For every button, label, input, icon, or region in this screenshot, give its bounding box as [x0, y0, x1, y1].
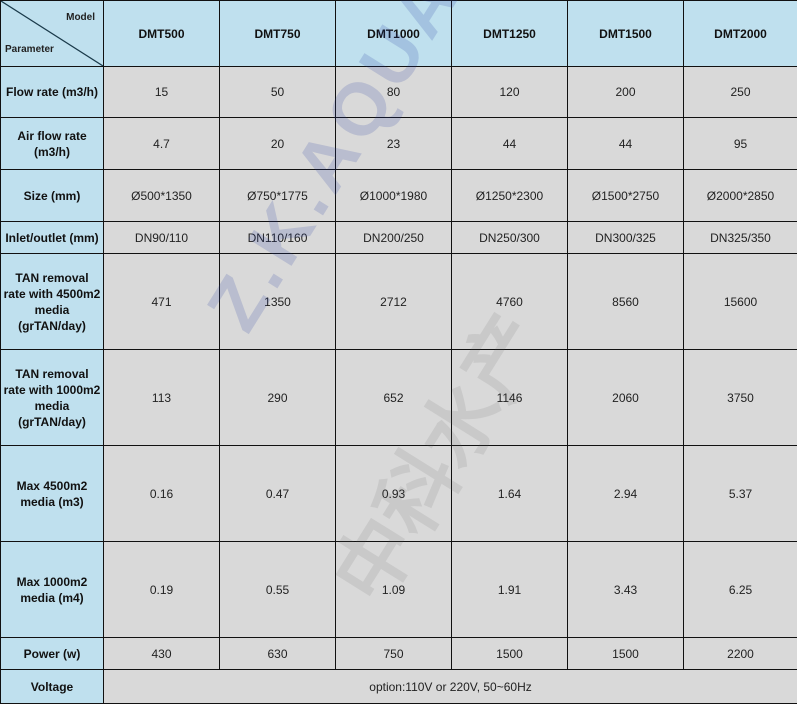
- table-cell: DN90/110: [104, 222, 220, 254]
- table-cell: 290: [220, 350, 336, 446]
- table-cell: 4.7: [104, 118, 220, 170]
- table-cell: 15: [104, 67, 220, 118]
- table-cell: 652: [336, 350, 452, 446]
- parameter-label: Parameter: [5, 42, 54, 58]
- table-cell: 1350: [220, 254, 336, 350]
- row-label: Inlet/outlet (mm): [1, 222, 104, 254]
- table-row: TAN removal rate with 1000m2 media (grTA…: [1, 350, 797, 446]
- row-label: Power (w): [1, 638, 104, 670]
- table-cell: 200: [568, 67, 684, 118]
- table-cell: 750: [336, 638, 452, 670]
- table-cell: Ø500*1350: [104, 170, 220, 222]
- model-header: DMT1500: [568, 1, 684, 67]
- table-cell: 50: [220, 67, 336, 118]
- table-cell: 120: [452, 67, 568, 118]
- table-cell: 95: [684, 118, 797, 170]
- table-cell: Ø1000*1980: [336, 170, 452, 222]
- row-label: TAN removal rate with 4500m2 media (grTA…: [1, 254, 104, 350]
- table-cell: 1.91: [452, 542, 568, 638]
- table-cell: 23: [336, 118, 452, 170]
- voltage-row: Voltage option:110V or 220V, 50~60Hz: [1, 670, 797, 704]
- row-label: Size (mm): [1, 170, 104, 222]
- table-cell: 5.37: [684, 446, 797, 542]
- table-cell: Ø1250*2300: [452, 170, 568, 222]
- row-label: Max 1000m2 media (m4): [1, 542, 104, 638]
- table-cell: 0.19: [104, 542, 220, 638]
- table-cell: 0.93: [336, 446, 452, 542]
- table-cell: 3750: [684, 350, 797, 446]
- table-cell: 2200: [684, 638, 797, 670]
- table-cell: Ø750*1775: [220, 170, 336, 222]
- table-cell: 471: [104, 254, 220, 350]
- table-cell: 1500: [452, 638, 568, 670]
- table-cell: Ø2000*2850: [684, 170, 797, 222]
- table-row: TAN removal rate with 4500m2 media (grTA…: [1, 254, 797, 350]
- table-cell: DN200/250: [336, 222, 452, 254]
- row-label: Flow rate (m3/h): [1, 67, 104, 118]
- table-cell: 1146: [452, 350, 568, 446]
- table-cell: 2.94: [568, 446, 684, 542]
- table-cell: 250: [684, 67, 797, 118]
- table-cell: 80: [336, 67, 452, 118]
- table-cell: 44: [452, 118, 568, 170]
- table-cell: 4760: [452, 254, 568, 350]
- table-cell: 630: [220, 638, 336, 670]
- table-cell: DN110/160: [220, 222, 336, 254]
- table-cell: 113: [104, 350, 220, 446]
- table-cell: 1500: [568, 638, 684, 670]
- table-cell: Ø1500*2750: [568, 170, 684, 222]
- table-cell: DN325/350: [684, 222, 797, 254]
- model-header: DMT500: [104, 1, 220, 67]
- model-header: DMT1250: [452, 1, 568, 67]
- header-row: Model Parameter DMT500 DMT750 DMT1000 DM…: [1, 1, 797, 67]
- table-cell: 6.25: [684, 542, 797, 638]
- row-label: Voltage: [1, 670, 104, 704]
- table-cell: 1.09: [336, 542, 452, 638]
- model-header: DMT1000: [336, 1, 452, 67]
- table-cell: 2712: [336, 254, 452, 350]
- model-label: Model: [66, 10, 95, 26]
- table-cell: 430: [104, 638, 220, 670]
- table-cell: 20: [220, 118, 336, 170]
- row-label: Max 4500m2 media (m3): [1, 446, 104, 542]
- table-cell: 0.16: [104, 446, 220, 542]
- table-cell: 0.47: [220, 446, 336, 542]
- table-cell: 8560: [568, 254, 684, 350]
- row-label: Air flow rate (m3/h): [1, 118, 104, 170]
- voltage-value: option:110V or 220V, 50~60Hz: [104, 670, 797, 704]
- table-cell: 44: [568, 118, 684, 170]
- table-cell: 0.55: [220, 542, 336, 638]
- row-label: TAN removal rate with 1000m2 media (grTA…: [1, 350, 104, 446]
- table-cell: 1.64: [452, 446, 568, 542]
- table-cell: 15600: [684, 254, 797, 350]
- table-cell: DN250/300: [452, 222, 568, 254]
- model-header: DMT2000: [684, 1, 797, 67]
- table-cell: DN300/325: [568, 222, 684, 254]
- table-cell: 2060: [568, 350, 684, 446]
- table-cell: 3.43: [568, 542, 684, 638]
- corner-cell: Model Parameter: [1, 1, 104, 67]
- model-header: DMT750: [220, 1, 336, 67]
